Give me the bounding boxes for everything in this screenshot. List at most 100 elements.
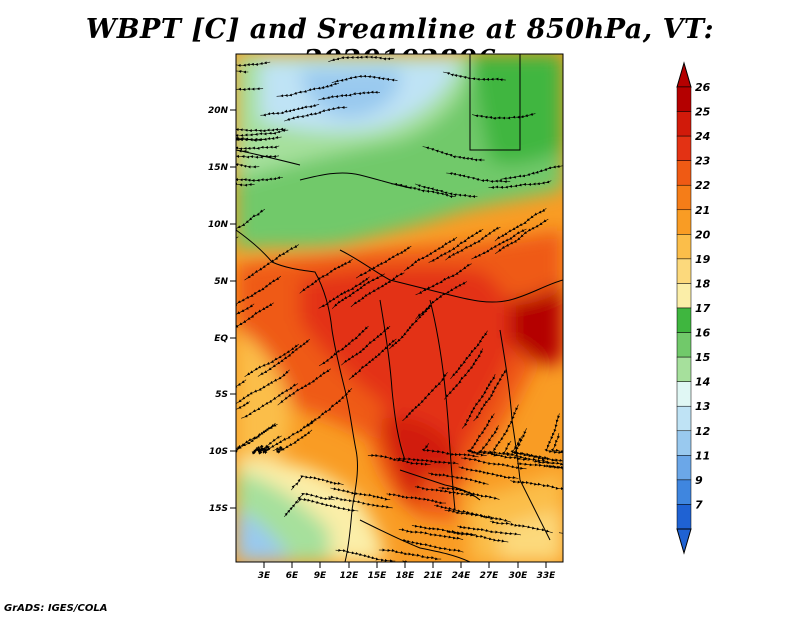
streamline xyxy=(236,158,260,169)
streamline xyxy=(236,369,290,404)
lon-tick-label: 30E xyxy=(509,571,529,581)
lon-tick-label: 27E xyxy=(480,571,500,581)
colorbar-label: 26 xyxy=(695,81,711,94)
streamline xyxy=(297,497,359,512)
streamline xyxy=(318,325,369,367)
colorbar-bottom-arrow xyxy=(676,528,692,555)
streamline xyxy=(236,151,280,159)
colorbar-swatch xyxy=(676,332,692,358)
streamline xyxy=(236,175,255,187)
streamline xyxy=(489,404,519,457)
streamline xyxy=(328,55,394,62)
colorbar-label: 13 xyxy=(695,400,711,413)
colorbar-label: 25 xyxy=(695,106,711,119)
streamline xyxy=(558,531,563,544)
streamline xyxy=(260,103,320,117)
colorbar: 26 25 24 23 22 21 20 19 18 17 16 15 14 13 12 11 9 7 xyxy=(676,61,711,555)
colorbar-label: 11 xyxy=(695,449,710,462)
streamline xyxy=(501,440,553,464)
streamline xyxy=(236,208,266,242)
streamline xyxy=(421,443,479,458)
streamline xyxy=(236,422,276,454)
streamline xyxy=(402,372,448,422)
lat-tick-label: 20N xyxy=(208,106,229,116)
lon-tick-label: 6E xyxy=(286,571,299,581)
colorbar-swatch xyxy=(676,455,692,481)
streamline xyxy=(422,146,485,162)
streamline xyxy=(488,180,552,189)
streamline xyxy=(414,485,476,497)
colorbar-swatch xyxy=(676,405,692,432)
streamline xyxy=(428,472,489,485)
grads-credit: GrADS: IGES/COLA xyxy=(4,603,108,614)
country-borders xyxy=(236,54,563,562)
streamline xyxy=(236,133,265,142)
colorbar-label: 17 xyxy=(695,302,711,315)
colorbar-label: 21 xyxy=(695,204,710,217)
streamline xyxy=(236,85,264,91)
colorbar-label: 14 xyxy=(695,376,710,389)
colorbar-swatch xyxy=(676,184,692,211)
colorbar-label: 24 xyxy=(695,130,710,143)
colorbar-swatch xyxy=(676,209,692,235)
lon-tick-label: 12E xyxy=(340,571,360,581)
colorbar-label: 19 xyxy=(695,253,711,266)
streamline xyxy=(291,475,344,491)
lon-tick-label: 33E xyxy=(537,571,557,581)
streamline xyxy=(500,164,563,180)
colorbar-swatch xyxy=(676,381,692,407)
streamline xyxy=(236,236,239,270)
colorbar-swatch xyxy=(676,504,692,530)
streamline xyxy=(236,379,247,410)
map-frame xyxy=(235,53,564,563)
streamline xyxy=(489,520,553,534)
streamlines xyxy=(236,55,563,562)
streamline xyxy=(330,487,391,501)
streamline xyxy=(236,303,255,333)
lat-tick-label: EQ xyxy=(214,334,228,344)
colorbar-label: 22 xyxy=(695,179,711,192)
colorbar-swatch xyxy=(676,234,692,260)
colorbar-swatch xyxy=(676,430,692,456)
lat-tick-label: 15N xyxy=(208,163,229,173)
streamline xyxy=(400,538,464,553)
lon-tick-label: 3E xyxy=(258,571,271,581)
colorbar-label: 23 xyxy=(695,155,711,168)
streamline xyxy=(236,144,280,151)
streamline xyxy=(335,548,396,562)
streamline xyxy=(444,508,512,523)
colorbar-label: 18 xyxy=(695,277,711,290)
colorbar-swatch xyxy=(676,111,692,137)
lon-tick-label: 15E xyxy=(368,571,388,581)
streamline xyxy=(367,453,431,466)
colorbar-label: 7 xyxy=(695,498,703,511)
lat-tick-label: 10N xyxy=(208,220,229,230)
colorbar-top-arrow xyxy=(676,61,692,88)
colorbar-swatch xyxy=(676,160,692,186)
colorbar-label: 12 xyxy=(695,425,711,438)
streamline xyxy=(276,82,340,98)
streamline xyxy=(414,183,478,199)
streamline xyxy=(494,207,547,242)
streamline xyxy=(236,59,249,74)
lon-tick-label: 21E xyxy=(424,571,444,581)
streamline xyxy=(318,90,380,101)
streamline xyxy=(389,304,432,350)
lon-tick-label: 24E xyxy=(452,571,472,581)
lat-tick-label: 15S xyxy=(209,504,228,514)
lat-tick-label: 5N xyxy=(214,277,228,287)
lat-tick-label: 5S xyxy=(215,390,228,400)
streamline xyxy=(443,71,506,82)
latitude-axis: 20N 15N 10N 5N EQ 5S 10S 15S xyxy=(208,106,236,514)
streamline xyxy=(461,373,496,429)
streamline xyxy=(236,129,243,142)
streamline xyxy=(236,126,287,133)
streamline xyxy=(445,226,501,261)
streamline xyxy=(236,176,283,182)
streamline xyxy=(415,263,472,296)
streamline xyxy=(543,464,563,478)
streamline xyxy=(450,330,488,380)
longitude-axis: 3E 6E 9E 12E 15E 18E 21E 24E 27E 30E 33E xyxy=(258,562,556,581)
colorbar-swatch xyxy=(676,283,692,309)
